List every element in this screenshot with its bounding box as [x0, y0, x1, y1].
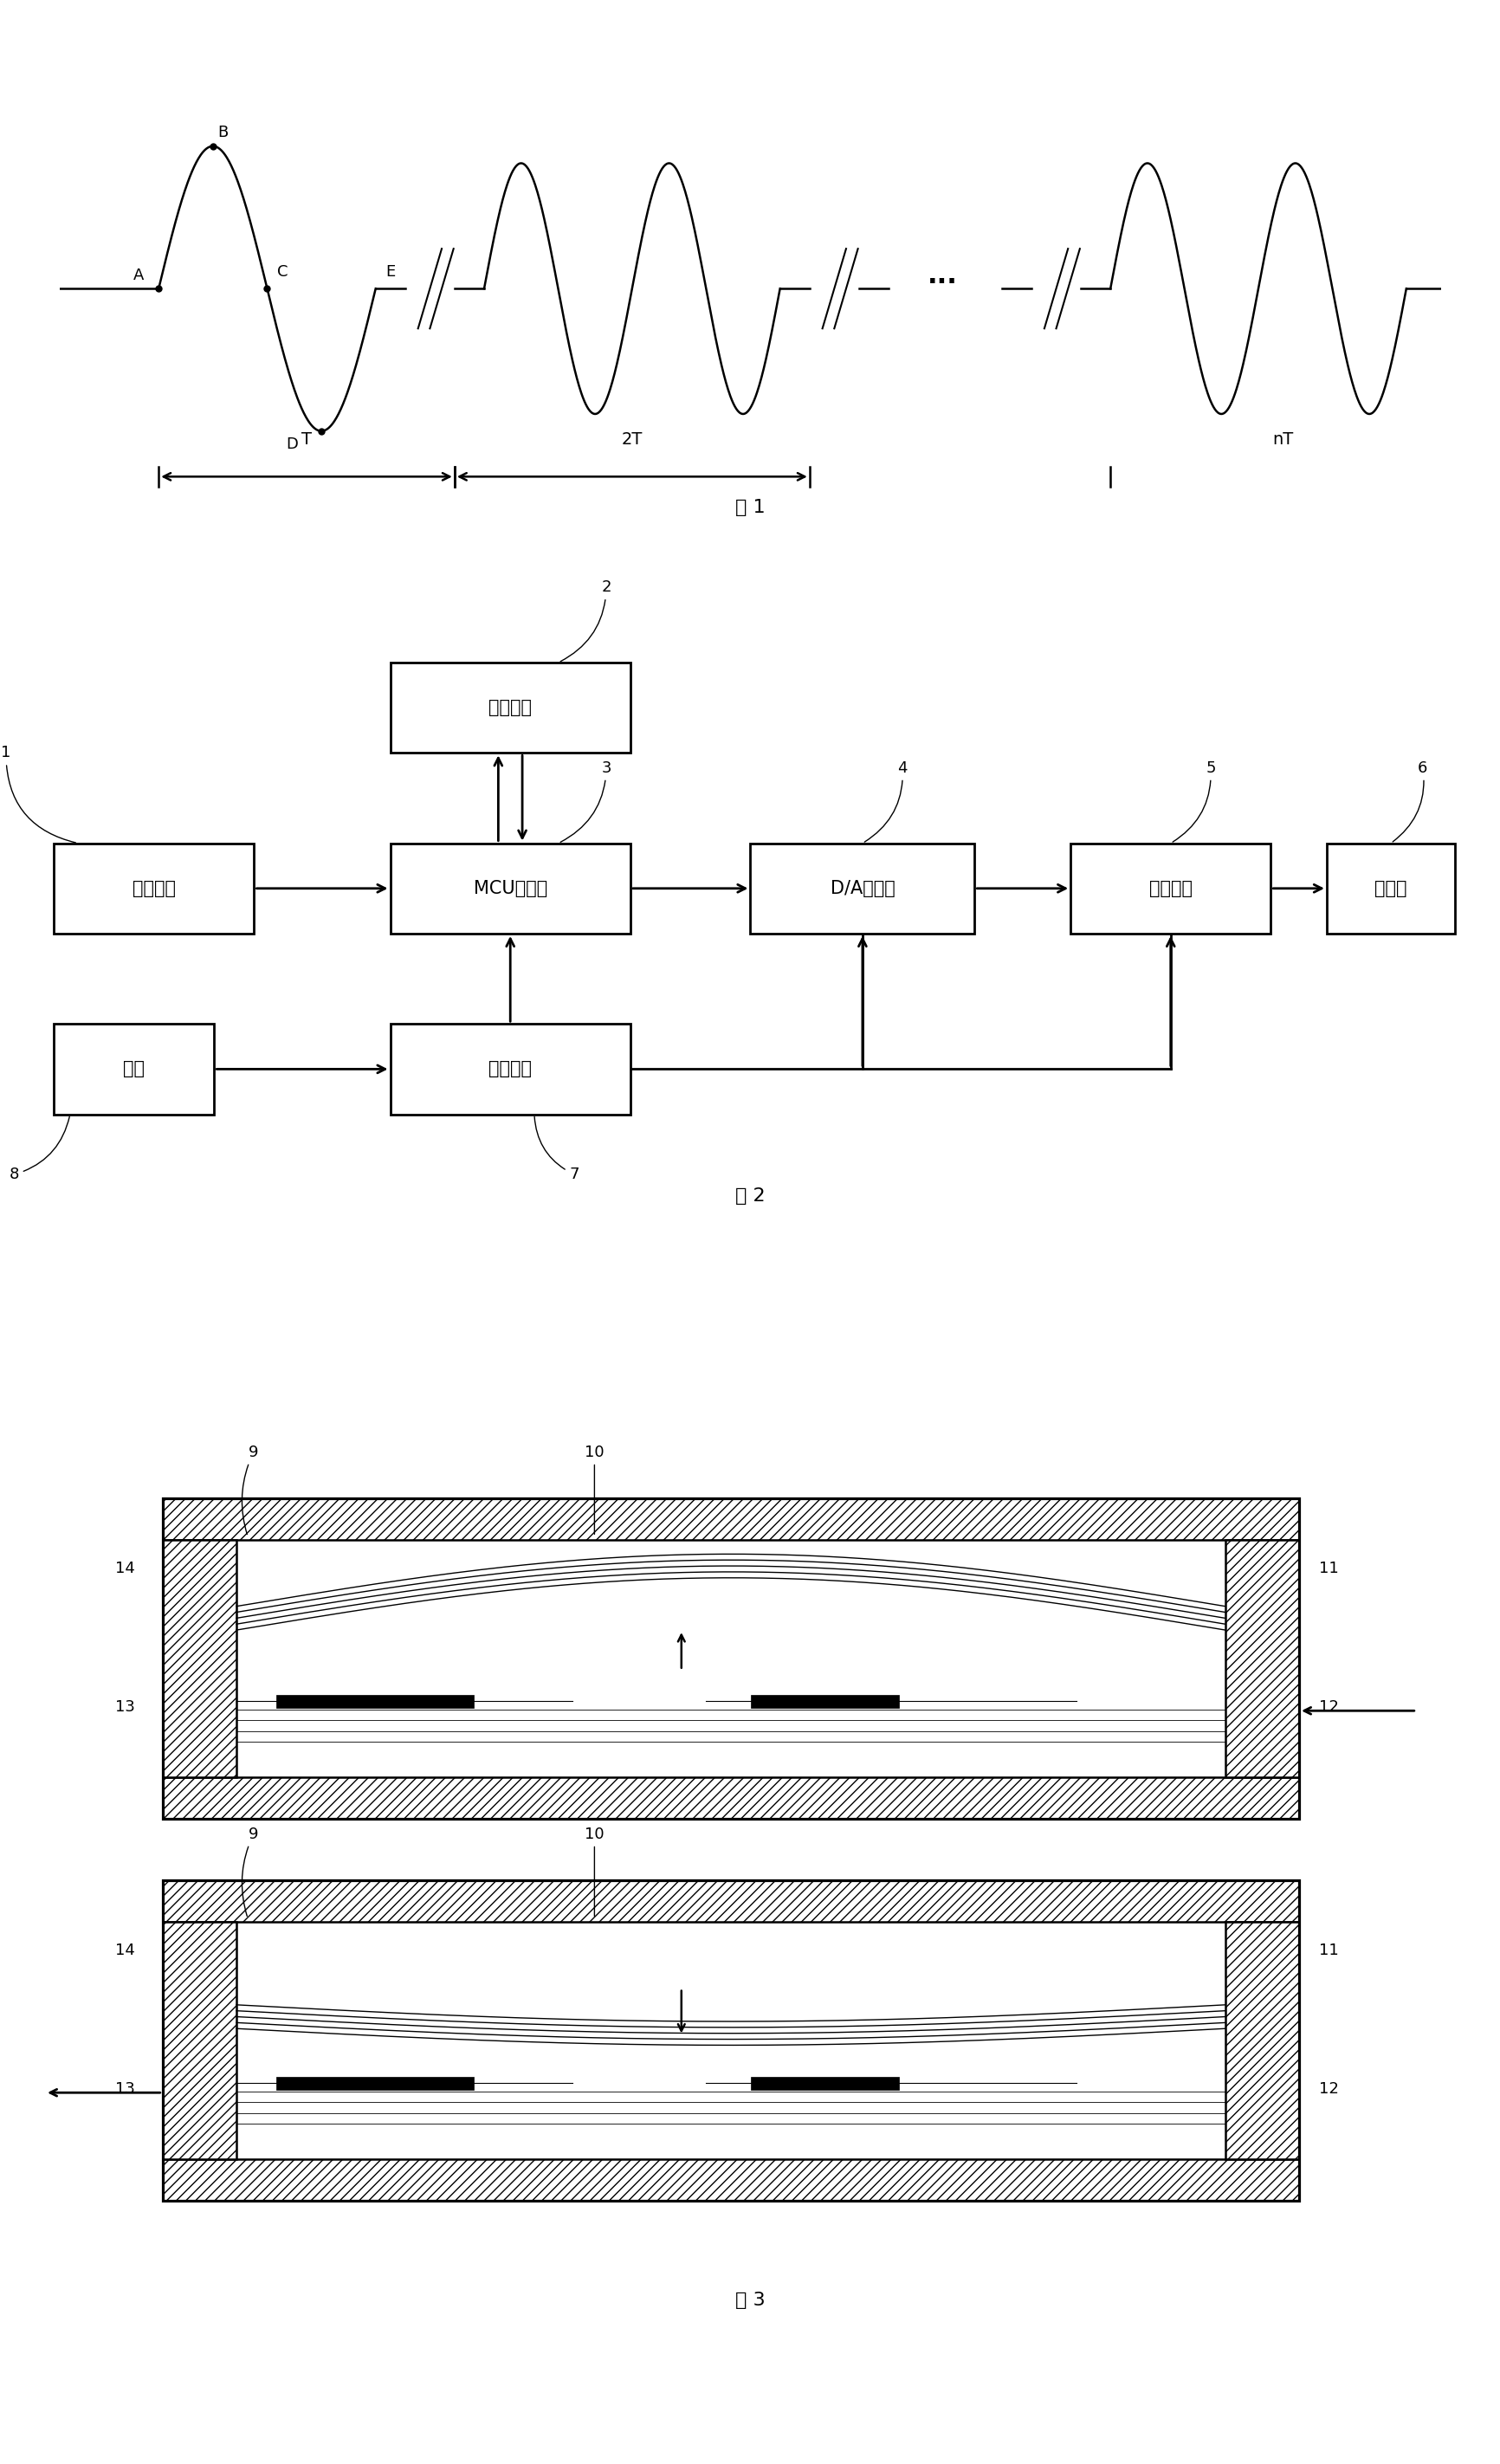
Text: 乐电泵: 乐电泵: [1374, 880, 1406, 897]
Bar: [390, 843, 630, 934]
Text: 12: 12: [1318, 1698, 1338, 1715]
Text: 6: 6: [1392, 761, 1426, 843]
Text: 显示装置: 显示装置: [489, 700, 531, 717]
Text: 图 1: 图 1: [735, 500, 765, 517]
Bar: [1224, 1922, 1299, 2158]
Text: 10: 10: [585, 1444, 605, 1535]
Bar: [750, 2077, 898, 2089]
Bar: [390, 663, 630, 754]
Bar: [1326, 843, 1454, 934]
Text: 9: 9: [242, 1444, 258, 1535]
Bar: [390, 1025, 630, 1114]
Text: 4: 4: [864, 761, 907, 843]
Text: 2T: 2T: [621, 431, 642, 448]
Text: E: E: [386, 264, 394, 281]
Bar: [162, 1922, 237, 2158]
Text: 13: 13: [116, 1698, 135, 1715]
Text: 11: 11: [1318, 1560, 1338, 1577]
Text: 变换电路: 变换电路: [489, 1060, 531, 1077]
Bar: [750, 843, 974, 934]
Bar: [162, 1880, 1299, 2200]
Text: 驱动电路: 驱动电路: [1149, 880, 1191, 897]
Bar: [1224, 1540, 1299, 1777]
Text: 图 2: 图 2: [735, 1188, 765, 1205]
Bar: [54, 843, 254, 934]
Bar: [276, 2077, 474, 2089]
Text: ···: ···: [927, 271, 957, 296]
Text: 5: 5: [1172, 761, 1215, 843]
Bar: [162, 1498, 1299, 1540]
Text: D/A转换器: D/A转换器: [830, 880, 894, 897]
Bar: [162, 1880, 1299, 1922]
Bar: [1070, 843, 1270, 934]
Text: T: T: [302, 431, 312, 448]
Bar: [162, 1498, 1299, 1818]
Text: 10: 10: [585, 1826, 605, 1917]
Text: A: A: [134, 266, 144, 283]
Text: C: C: [278, 264, 288, 281]
Bar: [162, 1777, 1299, 1818]
Text: 12: 12: [1318, 2080, 1338, 2097]
Text: 14: 14: [116, 1560, 135, 1577]
Bar: [162, 1540, 237, 1777]
Text: nT: nT: [1272, 431, 1293, 448]
Text: 1: 1: [2, 744, 75, 843]
Text: 13: 13: [116, 2080, 135, 2097]
Text: 电源: 电源: [123, 1060, 146, 1077]
Text: 图 3: 图 3: [735, 2292, 765, 2309]
Text: 9: 9: [242, 1826, 258, 1917]
Bar: [276, 1695, 474, 1708]
Bar: [162, 2158, 1299, 2200]
Text: MCU单片机: MCU单片机: [473, 880, 548, 897]
Text: 8: 8: [9, 1116, 69, 1183]
Text: B: B: [218, 126, 228, 140]
Text: D: D: [285, 436, 297, 453]
Text: 7: 7: [534, 1116, 579, 1183]
Text: 14: 14: [116, 1942, 135, 1959]
Text: 控制部件: 控制部件: [132, 880, 176, 897]
Text: 2: 2: [560, 579, 610, 660]
Bar: [750, 1695, 898, 1708]
Text: 3: 3: [560, 761, 610, 843]
Text: 11: 11: [1318, 1942, 1338, 1959]
Bar: [54, 1025, 214, 1114]
